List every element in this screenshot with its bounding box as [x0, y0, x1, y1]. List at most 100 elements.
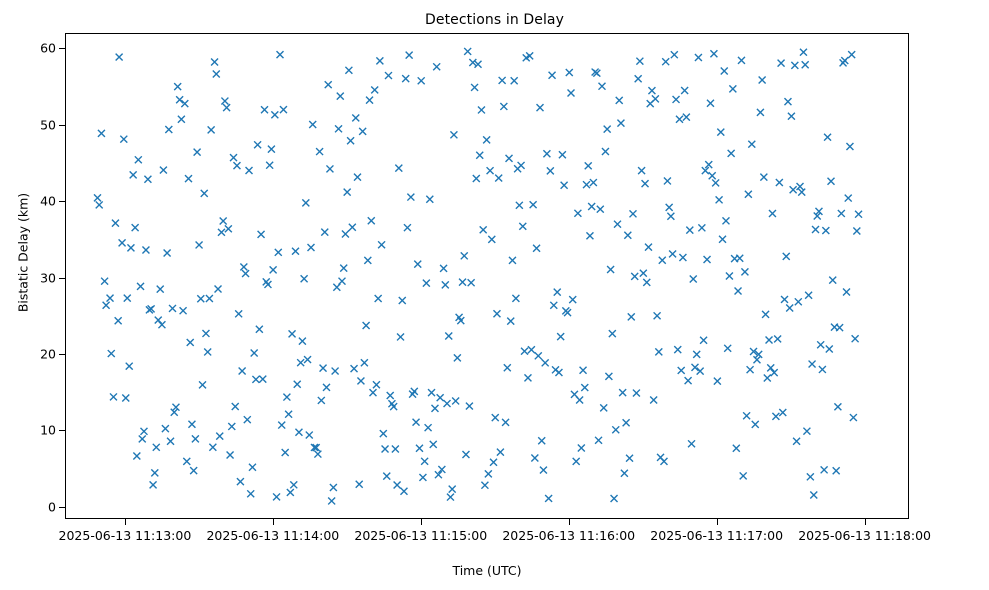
- scatter-marker: [689, 274, 698, 283]
- scatter-marker: [343, 188, 352, 197]
- scatter-marker: [604, 372, 613, 381]
- scatter-marker: [325, 164, 334, 173]
- scatter-marker: [294, 428, 303, 437]
- scatter-marker: [725, 272, 734, 280]
- scatter-marker: [170, 408, 179, 417]
- scatter-marker: [263, 280, 272, 289]
- scatter-marker: [403, 223, 412, 232]
- scatter-marker: [854, 210, 863, 219]
- scatter-marker: [641, 179, 650, 188]
- scatter-marker: [296, 358, 305, 367]
- scatter-marker: [716, 128, 725, 137]
- scatter-marker: [282, 393, 291, 402]
- y-axis-tick-mark: [59, 430, 65, 432]
- scatter-marker: [690, 363, 699, 372]
- scatter-marker: [384, 71, 393, 80]
- scatter-marker: [288, 329, 297, 338]
- x-axis-label: Time (UTC): [452, 563, 522, 578]
- scatter-marker: [558, 150, 567, 159]
- scatter-marker: [277, 421, 286, 430]
- scatter-marker: [682, 113, 691, 122]
- x-axis-tick-label: 2025-06-13 11:14:00: [206, 528, 340, 543]
- scatter-marker: [816, 340, 825, 349]
- scatter-marker: [360, 358, 369, 367]
- scatter-marker: [585, 231, 594, 240]
- scatter-marker: [394, 164, 403, 173]
- scatter-marker: [239, 262, 248, 271]
- scatter-marker: [267, 145, 276, 154]
- scatter-marker: [796, 182, 804, 191]
- scatter-marker: [107, 349, 116, 358]
- scatter-marker: [200, 189, 209, 198]
- scatter-marker: [320, 228, 329, 237]
- scatter-marker: [642, 278, 651, 287]
- y-axis-tick-mark: [59, 201, 65, 203]
- scatter-marker: [580, 383, 589, 392]
- scatter-marker: [405, 51, 414, 60]
- scatter-marker: [430, 404, 439, 413]
- scatter-marker: [427, 388, 436, 397]
- scatter-marker: [229, 153, 238, 162]
- scatter-marker: [565, 68, 574, 77]
- scatter-marker: [168, 304, 177, 313]
- scatter-marker: [567, 88, 575, 97]
- scatter-marker: [245, 166, 253, 175]
- scatter-marker: [173, 82, 182, 91]
- scatter-marker: [398, 296, 407, 305]
- y-axis-tick-label: 50: [40, 117, 56, 133]
- scatter-marker: [356, 376, 365, 385]
- scatter-marker: [794, 297, 803, 306]
- scatter-marker: [159, 166, 168, 175]
- scatter-marker: [396, 332, 405, 341]
- scatter-marker: [475, 151, 484, 160]
- scatter-marker: [802, 427, 811, 436]
- scatter-marker: [226, 451, 235, 459]
- scatter-marker: [307, 243, 315, 252]
- scatter-marker: [758, 75, 767, 84]
- scatter-marker: [649, 395, 658, 404]
- scatter-marker: [711, 178, 720, 187]
- scatter-marker: [775, 178, 784, 187]
- scatter-marker: [338, 277, 346, 286]
- scatter-marker: [126, 243, 135, 252]
- scatter-marker: [482, 135, 491, 144]
- scatter-marker: [670, 50, 679, 59]
- scatter-marker: [563, 308, 572, 317]
- scatter-marker: [484, 469, 493, 478]
- scatter-marker: [529, 200, 538, 209]
- x-axis-tick-label: 2025-06-13 11:18:00: [798, 528, 931, 543]
- scatter-marker: [420, 457, 429, 466]
- scatter-marker: [715, 195, 724, 204]
- scatter-marker: [470, 83, 479, 92]
- scatter-marker: [109, 392, 118, 401]
- scatter-marker: [418, 473, 427, 482]
- x-axis-tick-label: 2025-06-13 11:13:00: [58, 528, 192, 543]
- scatter-marker: [365, 96, 374, 105]
- scatter-marker: [480, 481, 489, 490]
- scatter-marker: [460, 251, 469, 260]
- scatter-marker: [537, 436, 546, 445]
- scatter-marker: [196, 294, 205, 303]
- scatter-marker: [623, 231, 632, 240]
- page-title: Detections in Delay: [424, 12, 564, 28]
- plot-axes-frame: [65, 33, 909, 519]
- scatter-marker: [661, 57, 670, 66]
- scatter-marker: [728, 84, 737, 93]
- scatter-marker: [234, 309, 243, 318]
- scatter-marker: [381, 444, 390, 453]
- scatter-marker: [505, 154, 514, 163]
- scatter-marker: [525, 51, 534, 60]
- scatter-marker: [260, 105, 269, 114]
- scatter-marker: [771, 412, 780, 421]
- scatter-marker: [596, 205, 605, 214]
- scatter-marker: [584, 161, 593, 170]
- scatter-marker: [458, 278, 467, 287]
- scatter-marker: [281, 448, 290, 457]
- scatter-marker: [659, 457, 668, 466]
- scatter-marker: [592, 69, 601, 78]
- scatter-marker: [443, 399, 452, 408]
- scatter-marker: [832, 466, 841, 475]
- scatter-marker: [214, 285, 223, 293]
- scatter-marker: [270, 110, 279, 119]
